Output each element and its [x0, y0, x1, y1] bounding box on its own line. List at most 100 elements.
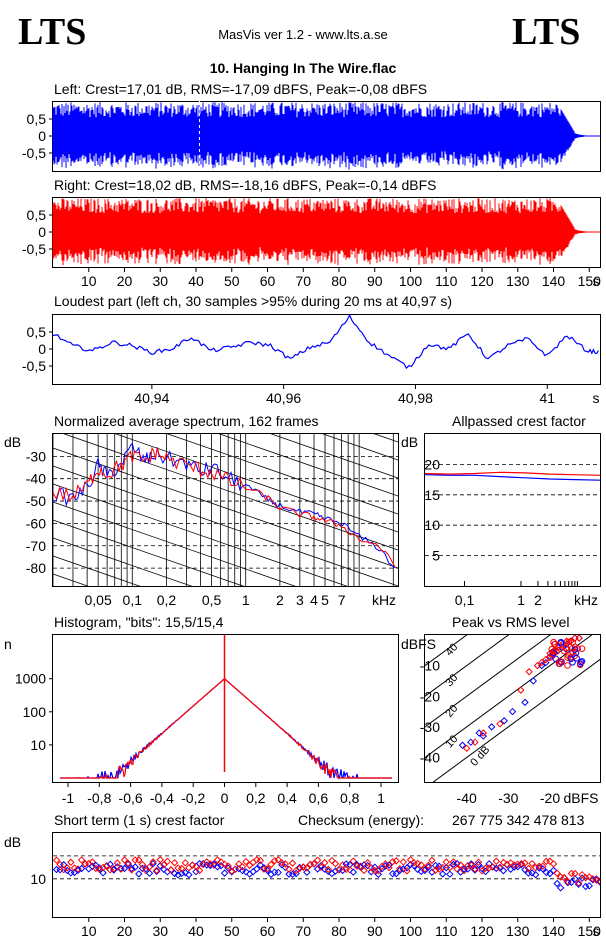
x-tick-label: 40,96	[266, 390, 301, 406]
left-crest-point	[142, 864, 150, 873]
y-tick-label: 100	[23, 704, 47, 720]
right-crest-point	[321, 859, 329, 867]
right-crest-point	[256, 856, 265, 865]
right-crest-line	[424, 471, 600, 476]
right-crest-point	[242, 857, 250, 866]
right-crest-point	[231, 865, 240, 874]
left-crest-point	[349, 868, 358, 876]
diagonal-grid	[53, 610, 398, 730]
right-crest-point	[442, 858, 450, 866]
peak-rms-plot	[424, 634, 600, 782]
x-tick-label: 90	[367, 273, 383, 289]
crest-diagonal	[432, 658, 600, 782]
right-point	[525, 668, 533, 676]
diagonal-grid	[60, 433, 398, 551]
x-axis-unit: s	[593, 273, 600, 289]
right-crest-point	[413, 859, 422, 868]
right-crest-point	[117, 865, 125, 873]
right-crest-point	[278, 859, 286, 867]
right-crest-point	[331, 859, 340, 868]
left-crest-point	[213, 863, 222, 871]
right-crest-point	[152, 866, 161, 875]
right-crest-point	[553, 869, 561, 877]
cluster-point	[569, 638, 577, 646]
x-tick-label: 120	[470, 273, 494, 289]
right-crest-point	[571, 869, 579, 878]
left-crest-point	[446, 870, 454, 878]
right-crest-point	[285, 865, 293, 873]
y-axis-title: dBFS	[401, 636, 436, 652]
left-crest-point	[413, 865, 422, 874]
x-tick-label: 110	[435, 923, 458, 939]
x-tick-label: 60	[260, 273, 276, 289]
right-crest-point	[149, 858, 157, 866]
right-spectrum-line	[52, 446, 396, 568]
right-crest-point	[156, 856, 164, 864]
right-crest-point	[260, 865, 268, 873]
left-crest-point	[249, 867, 257, 876]
right-crest-point	[238, 863, 247, 871]
right-crest-point	[346, 866, 354, 874]
right-crest-point	[210, 861, 218, 869]
cluster-point	[564, 662, 571, 669]
y-tick-label: -0,5	[22, 145, 46, 161]
left-crest-point	[192, 867, 200, 876]
right-crest-point	[428, 856, 436, 865]
x-tick-label: 2	[534, 592, 542, 608]
crest-diagonal	[424, 634, 553, 729]
x-tick-label: 4	[310, 592, 318, 608]
right-crest-point	[288, 859, 297, 867]
left-crest-point	[531, 871, 540, 879]
x-tick-label: -1	[62, 790, 75, 806]
left-crest-point	[464, 865, 472, 873]
right-crest-point	[67, 858, 75, 866]
left-crest-point	[92, 861, 100, 870]
x-tick-label: -40	[457, 790, 477, 806]
x-tick-label: 100	[399, 273, 423, 289]
diagonal-grid	[370, 433, 398, 443]
left-crest-point	[585, 882, 593, 890]
left-crest-point	[492, 864, 501, 873]
checksum-label: Checksum (energy):	[298, 812, 425, 828]
loudest-part-frame	[52, 314, 601, 385]
left-point	[575, 634, 583, 642]
y-tick-label: 0	[38, 128, 46, 144]
peak-rms-frame	[424, 634, 601, 783]
right-crest-point	[99, 863, 107, 872]
right-crest-point	[356, 862, 365, 870]
x-tick-label: 0,8	[340, 790, 360, 806]
left-crest-point	[406, 860, 415, 869]
right-crest-point	[306, 860, 315, 869]
right-crest-point	[85, 859, 93, 868]
y-tick-label: 0,5	[27, 324, 47, 340]
short-term-crest-plot	[52, 855, 600, 892]
right-crest-point	[499, 858, 508, 867]
loudest-trace	[52, 314, 599, 370]
right-crest-point	[574, 879, 583, 887]
allpass-title: Allpassed crest factor	[452, 413, 586, 429]
right-crest-point	[310, 860, 318, 868]
right-crest-point	[52, 856, 61, 864]
right-crest-point	[510, 861, 518, 869]
y-tick-label: -50	[26, 493, 46, 509]
right-crest-point	[349, 857, 358, 865]
left-crest-point	[367, 868, 375, 876]
right-crest-point	[63, 864, 72, 872]
x-tick-label: 3	[296, 592, 304, 608]
loudest-part-title: Loudest part (left ch, 30 samples >95% d…	[54, 293, 453, 309]
left-crest-point	[528, 869, 536, 877]
left-crest-point	[499, 867, 508, 875]
y-tick-label: -30	[420, 719, 440, 735]
left-crest-point	[220, 869, 229, 877]
left-crest-point	[185, 871, 193, 879]
right-point	[471, 738, 479, 746]
x-tick-label: 0,2	[157, 592, 177, 608]
right-crest-point	[528, 859, 536, 868]
cluster-point	[556, 658, 564, 665]
right-crest-point	[456, 861, 465, 869]
x-tick-label: 10	[81, 923, 97, 939]
cluster-point	[569, 645, 576, 652]
y-tick-label: -70	[26, 538, 46, 554]
left-crest-point	[371, 863, 379, 871]
spectrum-frame	[52, 433, 399, 587]
